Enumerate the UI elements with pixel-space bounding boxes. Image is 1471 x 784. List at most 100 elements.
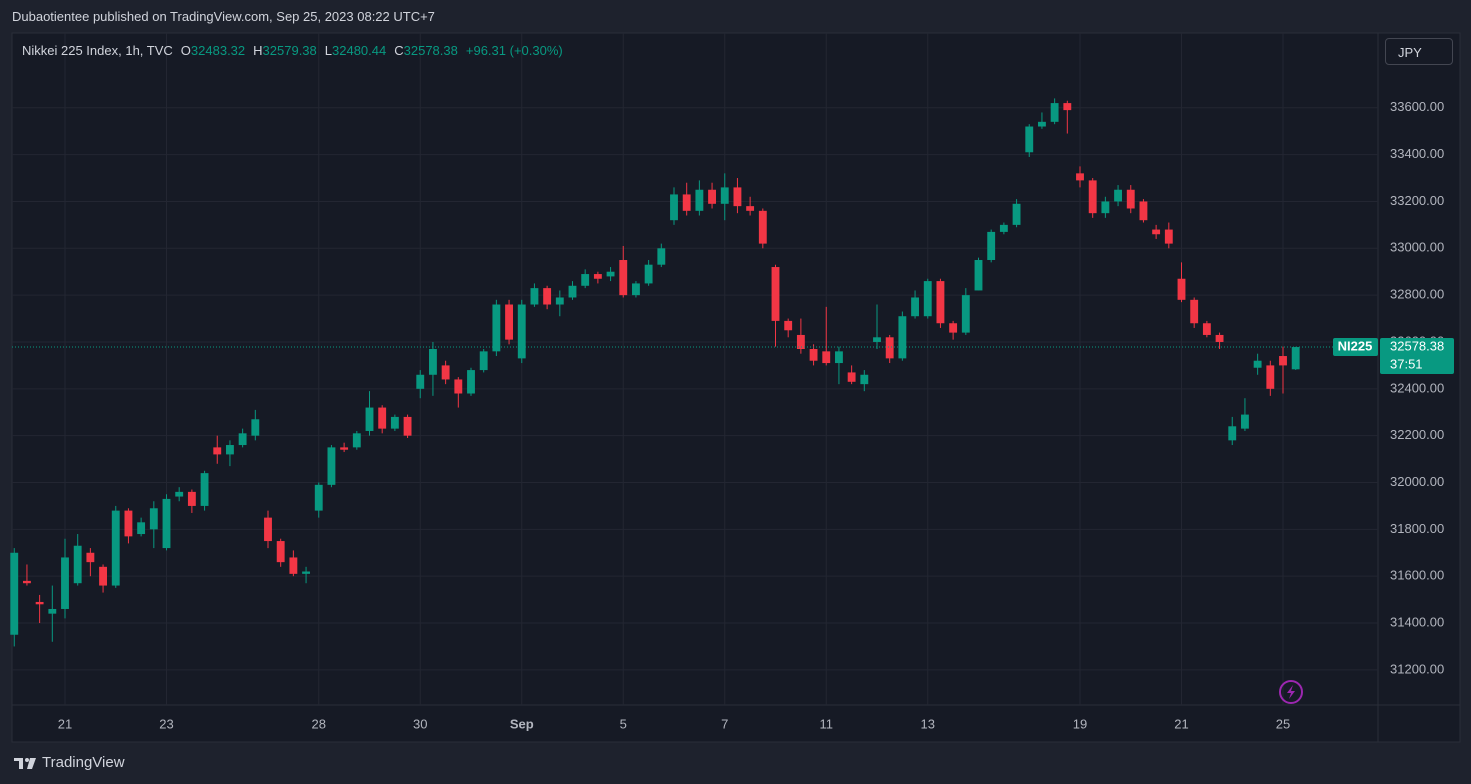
candle-body <box>352 433 361 448</box>
candle-body <box>61 557 69 609</box>
candle-body <box>1101 201 1110 214</box>
grid <box>12 33 1378 705</box>
candle-body <box>492 304 501 352</box>
currency-button[interactable]: JPY <box>1385 38 1453 65</box>
candle-body <box>1190 299 1199 324</box>
y-tick-label: 31600.00 <box>1390 568 1444 583</box>
candle-body <box>936 281 945 324</box>
logo-part <box>14 757 23 761</box>
x-tick-label: 21 <box>1174 716 1188 731</box>
candles <box>10 98 1300 647</box>
candle-body <box>530 288 539 305</box>
candle-body <box>1164 229 1173 244</box>
candle-body <box>961 295 970 333</box>
candle-body <box>1228 426 1237 441</box>
candle-body <box>187 491 196 506</box>
candle-body <box>543 288 552 305</box>
candle-body <box>606 271 615 277</box>
logo-part <box>25 757 29 762</box>
symbol-label: NI225 <box>1338 338 1373 353</box>
logo-part <box>27 757 36 769</box>
x-tick-label: 7 <box>721 716 728 731</box>
change: +96.31 (+0.30%) <box>465 43 563 58</box>
candle-body <box>1202 323 1211 335</box>
ohlc-letter: C <box>394 43 404 58</box>
candle-body <box>1012 203 1021 225</box>
header: Dubaotientee published on TradingView.co… <box>12 9 435 24</box>
x-tick-label: 11 <box>820 716 834 731</box>
symbol-label-bg <box>1333 338 1378 357</box>
x-tick-label: 30 <box>413 716 427 731</box>
candle-body <box>873 337 881 342</box>
candle-body <box>771 267 780 321</box>
candle-body <box>822 351 831 364</box>
candle-body <box>1038 121 1046 127</box>
candle-body <box>987 231 996 261</box>
ohlc-value: 32578.38 <box>403 43 458 58</box>
ohlc-value: 32480.44 <box>332 43 387 58</box>
candle-body <box>1177 278 1186 300</box>
candle-body <box>1215 334 1224 342</box>
x-tick-label: 25 <box>1276 716 1290 731</box>
candle-body <box>124 510 133 537</box>
x-tick-label: 5 <box>620 716 627 731</box>
candle-body <box>746 206 755 211</box>
candle-body <box>809 349 818 361</box>
candle-body <box>378 407 387 429</box>
ohlc-letter: L <box>324 43 333 58</box>
alert-bolt <box>1287 685 1295 699</box>
candle-body <box>999 224 1008 232</box>
x-tick-label: 13 <box>921 716 935 731</box>
candle-body <box>619 260 628 296</box>
candle-body <box>1253 360 1262 368</box>
y-tick-label: 32400.00 <box>1390 380 1444 395</box>
candle-body <box>555 297 564 305</box>
logo-part <box>19 757 23 769</box>
y-tick-label: 31200.00 <box>1390 661 1444 676</box>
brand-name: TradingView <box>42 754 125 771</box>
y-tick-label: 32000.00 <box>1390 474 1444 489</box>
y-tick-label: 31400.00 <box>1390 614 1444 629</box>
candle-body <box>949 323 958 333</box>
candle-body <box>1291 347 1300 370</box>
symbol: Nikkei 225 Index, 1h, TVC <box>22 43 173 58</box>
candle-body <box>670 194 678 221</box>
candle-body <box>111 510 120 586</box>
candle-body <box>898 316 907 359</box>
candle-body <box>1088 180 1097 214</box>
candle-body <box>238 433 247 446</box>
x-tick-label: 23 <box>159 716 173 731</box>
candle-body <box>1241 414 1249 429</box>
candle-body <box>708 189 716 204</box>
brand-logo <box>14 757 36 769</box>
candle-body <box>1114 189 1122 202</box>
candle-body <box>796 334 805 350</box>
candle-body <box>365 407 374 431</box>
x-tick-label: Sep <box>510 716 534 731</box>
candle-body <box>467 370 475 394</box>
ohlc-value: 32579.38 <box>262 43 317 58</box>
candle-body <box>48 608 57 614</box>
candle-body <box>200 473 209 506</box>
candle-body <box>923 281 932 317</box>
candle-body <box>784 320 793 331</box>
legend: Nikkei 225 Index, 1h, TVC O32483.32 H32579… <box>22 43 563 58</box>
candle-body <box>1076 173 1084 181</box>
candle-body <box>23 580 31 584</box>
ohlc-value: 32483.32 <box>190 43 246 58</box>
candle-body <box>835 351 843 364</box>
candle-body <box>390 416 399 429</box>
ohlc-letter: O <box>180 43 191 58</box>
candle-body <box>454 379 463 394</box>
candle-body <box>302 571 310 574</box>
candle-body <box>327 447 336 485</box>
candle-body <box>1152 229 1161 235</box>
candle-body <box>505 304 513 340</box>
candle-body <box>162 498 171 549</box>
chart-background <box>11 32 1461 743</box>
candle-body <box>276 541 285 563</box>
candle-body <box>593 274 602 279</box>
footer: TradingView <box>14 754 125 771</box>
x-tick-label: 19 <box>1073 716 1087 731</box>
